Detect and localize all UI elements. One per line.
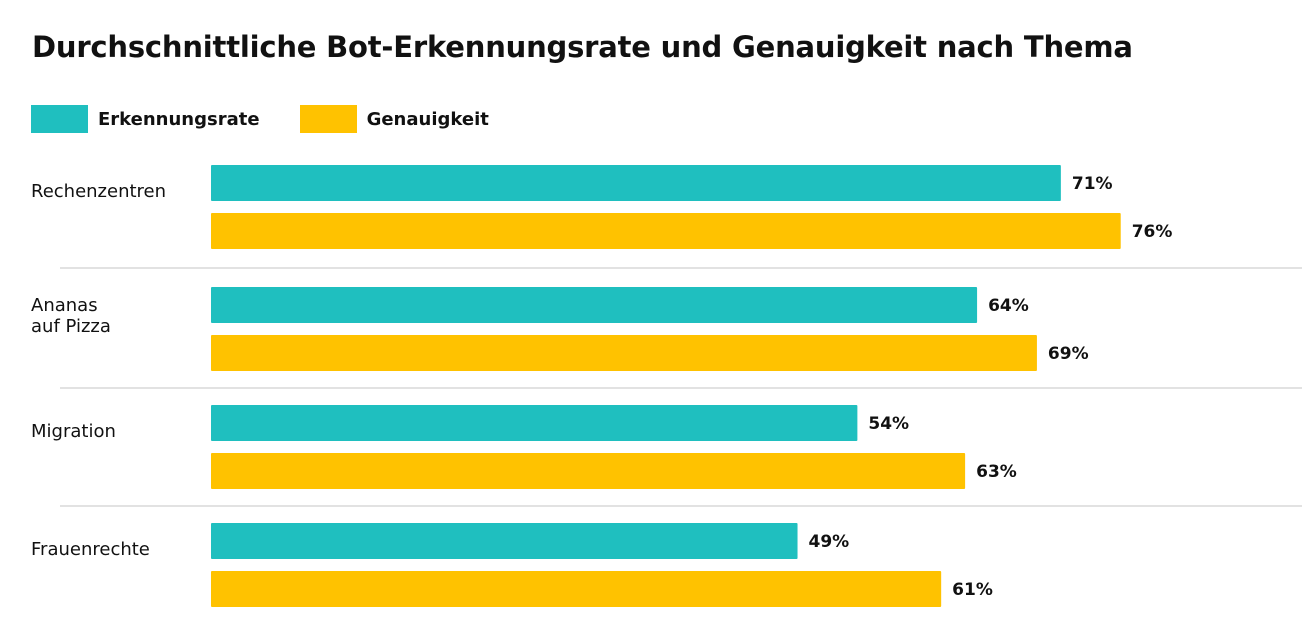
value-label-genauigkeit-frauenrechte: 61% xyxy=(952,580,993,600)
bar-genauigkeit-frauenrechte xyxy=(211,571,942,607)
legend-swatch-erkennungsrate xyxy=(31,105,88,133)
legend-swatch-genauigkeit xyxy=(299,105,357,133)
bar-genauigkeit-migration xyxy=(211,453,966,489)
category-label-line: Migration xyxy=(31,421,116,442)
bar-erkennungsrate-ananas-auf-pizza xyxy=(211,287,978,323)
category-label-line: Ananas xyxy=(31,295,98,316)
bar-erkennungsrate-rechenzentren xyxy=(211,165,1061,201)
bar-erkennungsrate-frauenrechte xyxy=(211,523,798,559)
legend-item-genauigkeit: Genauigkeit xyxy=(299,105,489,133)
category-label-migration: Migration xyxy=(31,421,116,442)
legend-item-erkennungsrate: Erkennungsrate xyxy=(31,105,260,133)
category-label-ananas-auf-pizza: Ananas auf Pizza xyxy=(31,295,111,337)
value-label-erkennungsrate-migration: 54% xyxy=(868,414,909,434)
bar-erkennungsrate-migration xyxy=(211,405,858,441)
legend: Erkennungsrate Genauigkeit xyxy=(31,105,529,133)
value-label-genauigkeit-rechenzentren: 76% xyxy=(1132,222,1173,242)
value-label-erkennungsrate-rechenzentren: 71% xyxy=(1072,174,1113,194)
category-label-frauenrechte: Frauenrechte xyxy=(31,539,150,560)
category-label-line: auf Pizza xyxy=(31,316,111,337)
bar-genauigkeit-ananas-auf-pizza xyxy=(211,335,1037,371)
category-label-rechenzentren: Rechenzentren xyxy=(31,181,166,202)
chart-title: Durchschnittliche Bot-Erkennungsrate und… xyxy=(32,30,1133,64)
value-label-genauigkeit-migration: 63% xyxy=(976,462,1017,482)
value-label-erkennungsrate-frauenrechte: 49% xyxy=(809,532,850,552)
legend-label-genauigkeit: Genauigkeit xyxy=(366,108,489,130)
category-label-line: Frauenrechte xyxy=(31,539,150,560)
value-label-erkennungsrate-ananas-auf-pizza: 64% xyxy=(988,296,1029,316)
category-label-line: Rechenzentren xyxy=(31,181,166,202)
value-label-genauigkeit-ananas-auf-pizza: 69% xyxy=(1048,344,1089,364)
legend-label-erkennungsrate: Erkennungsrate xyxy=(98,108,260,130)
bar-genauigkeit-rechenzentren xyxy=(211,213,1121,249)
